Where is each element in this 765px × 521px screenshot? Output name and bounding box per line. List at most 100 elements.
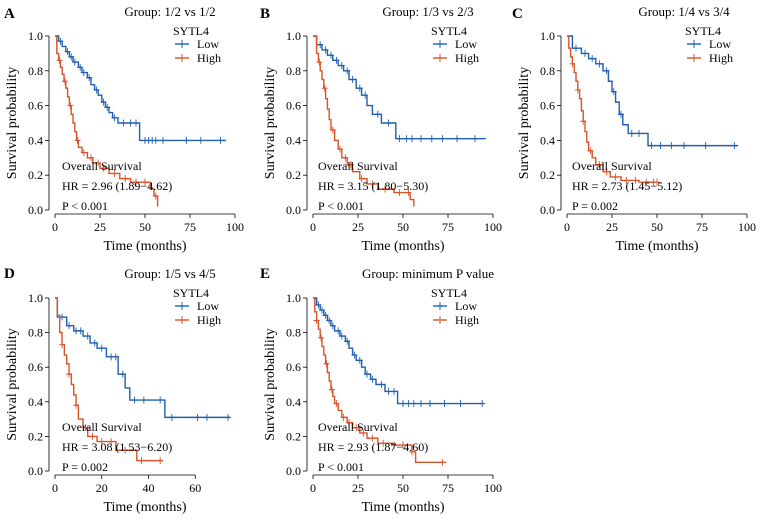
y-tick-label: 0.8 (286, 326, 301, 340)
legend-label-high: High (197, 51, 221, 65)
x-tick-label: 75 (442, 481, 454, 495)
censor-mark-high (574, 86, 581, 94)
censor-mark-low (636, 129, 642, 137)
censor-mark-low (157, 396, 164, 404)
y-tick-label: 1.0 (540, 29, 555, 43)
censor-mark-high (80, 149, 87, 157)
annotation-line: P = 0.002 (62, 460, 108, 474)
y-tick-label: 1.0 (28, 291, 43, 305)
censor-mark-low (378, 381, 385, 388)
censor-mark-high (340, 413, 347, 421)
censor-mark-low (319, 306, 325, 314)
censor-mark-low (315, 301, 322, 309)
censor-mark-high (569, 60, 576, 68)
y-tick-label: 0.2 (286, 168, 301, 182)
censor-mark-high (405, 189, 412, 197)
censor-mark-high (67, 102, 74, 110)
censor-mark-high (329, 126, 336, 134)
km-curve-low (313, 297, 484, 405)
censor-mark-low (596, 60, 603, 68)
censor-mark-low (400, 400, 406, 408)
y-tick-label: 0.4 (286, 133, 301, 147)
censor-mark-low (77, 327, 84, 335)
censor-mark-high (391, 441, 397, 449)
censor-mark-high (342, 154, 349, 162)
censor-mark-low (152, 136, 159, 144)
x-tick-label: 60 (189, 481, 201, 495)
legend-title: SYTL4 (431, 24, 467, 38)
censor-mark-low (374, 110, 381, 118)
annotation-line: HR = 3.08 (1.53−6.20) (62, 440, 172, 454)
censor-mark-low (322, 311, 329, 319)
censor-mark-low (364, 370, 370, 378)
y-tick-label: 1.0 (286, 291, 301, 305)
annotation-line: P < 0.001 (318, 460, 364, 474)
km-panel-c: C Group: 1/4 vs 3/4 0 25 50 75 100 0.0 0.2 0.4 0.6… (512, 4, 756, 254)
censor-mark-high (643, 178, 650, 186)
x-tick-label: 50 (139, 220, 151, 234)
censor-mark-low (385, 119, 392, 127)
censor-mark-high (122, 446, 129, 454)
censor-mark-low (418, 135, 424, 143)
censor-mark-low (57, 37, 64, 45)
censor-mark-high (321, 84, 328, 92)
censor-mark-low (335, 327, 342, 335)
y-axis-title: Survival probability (5, 67, 20, 179)
censor-mark-low (351, 351, 358, 359)
censor-mark-low (582, 49, 588, 57)
censor-mark-low (100, 98, 107, 106)
annotation-line: P = 0.002 (572, 199, 618, 213)
legend-label-high: High (455, 51, 479, 65)
censor-mark-low (322, 46, 329, 54)
km-panel-a: A Group: 1/2 vs 1/2 0 25 50 75 100 0.0 0.2 0.4 0.6… (4, 4, 244, 254)
censor-mark-low (86, 74, 93, 82)
censor-mark-low (472, 135, 478, 143)
x-tick-label: 50 (397, 220, 409, 234)
censor-mark-high (409, 448, 415, 456)
censor-mark-high (380, 439, 387, 447)
censor-mark-low (333, 56, 340, 64)
censor-mark-low (405, 400, 412, 408)
censor-mark-low (98, 344, 105, 352)
censor-mark-high (82, 424, 89, 432)
censor-mark-low (457, 400, 464, 408)
legend-title: SYTL4 (173, 286, 209, 300)
annotation-line: HR = 2.73 (1.45−5.12) (572, 179, 682, 193)
censor-mark-low (326, 316, 333, 324)
censor-mark-low (344, 67, 351, 75)
chart-title: Group: minimum P value (362, 266, 494, 281)
y-tick-label: 0.0 (28, 203, 43, 217)
y-tick-label: 0.4 (28, 395, 43, 409)
km-curve-low (55, 297, 231, 419)
km-panel-b: B Group: 1/3 vs 2/3 0 25 50 75 100 0.0 0.2 0.4 0.6… (260, 4, 502, 254)
annotation-line: P < 0.001 (318, 199, 364, 213)
censor-mark-high (152, 192, 159, 200)
y-tick-label: 0.0 (286, 464, 301, 478)
censor-mark-high (396, 189, 403, 197)
censor-mark-high (323, 360, 330, 368)
censor-mark-low (428, 135, 435, 143)
censor-mark-low (127, 119, 134, 127)
censor-mark-low (681, 142, 687, 150)
x-tick-label: 100 (738, 220, 756, 234)
censor-mark-high (122, 175, 129, 183)
censor-mark-high (596, 161, 603, 169)
censor-mark-low (120, 119, 127, 127)
censor-mark-low (349, 76, 356, 83)
censor-mark-low (589, 55, 596, 63)
x-tick-label: 75 (696, 220, 708, 234)
censor-mark-low (328, 51, 334, 59)
censor-mark-low (71, 58, 78, 66)
censor-mark-low (338, 62, 345, 70)
x-axis-title: Time (months) (103, 239, 186, 254)
censor-mark-high (654, 178, 660, 186)
censor-mark-high (632, 176, 639, 184)
y-tick-label: 0.4 (540, 133, 555, 147)
censor-mark-low (385, 387, 392, 395)
censor-mark-low (84, 332, 91, 340)
km-curve-high (313, 35, 415, 207)
censor-mark-high (88, 154, 94, 162)
censor-mark-low (66, 322, 73, 330)
censor-mark-low (112, 353, 119, 361)
censor-mark-high (358, 175, 365, 183)
